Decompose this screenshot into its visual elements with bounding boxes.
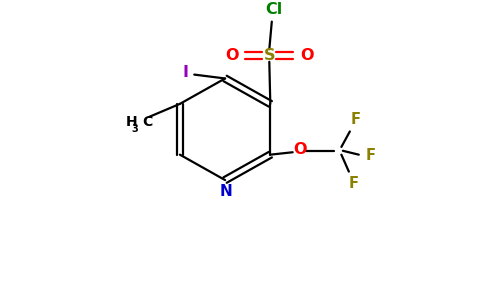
Text: S: S (264, 48, 275, 63)
Text: F: F (366, 148, 376, 163)
Text: Cl: Cl (266, 2, 283, 16)
Text: F: F (351, 112, 361, 127)
Text: O: O (301, 48, 314, 63)
Text: O: O (225, 48, 238, 63)
Text: F: F (348, 176, 358, 191)
Text: H: H (126, 115, 137, 129)
Text: O: O (293, 142, 306, 157)
Text: I: I (183, 65, 189, 80)
Text: N: N (220, 184, 232, 199)
Text: C: C (143, 115, 153, 129)
Text: 3: 3 (131, 124, 137, 134)
